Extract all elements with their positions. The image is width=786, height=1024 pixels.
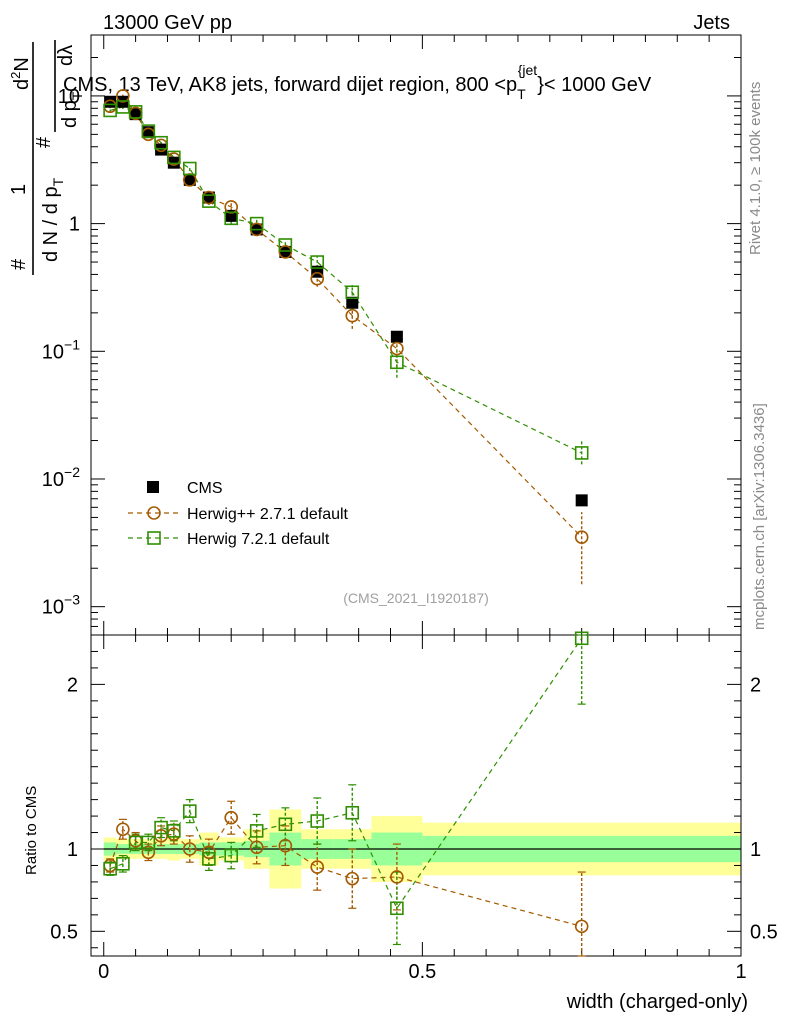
herwigpp-line	[109, 95, 583, 538]
ratio-herwig7-point	[574, 631, 589, 646]
legend-label-herwig7: Herwig 7.2.1 default	[187, 531, 330, 548]
lower-y-tick-label-right: 1	[750, 839, 761, 861]
legend-marker-cms	[147, 481, 159, 493]
ratio-herwig7-point	[202, 852, 216, 866]
herwigpp-point	[278, 245, 293, 259]
ratio-herwig7-point	[182, 804, 197, 818]
ratio-herwig7-point	[116, 857, 130, 871]
ratio-herwigpp-point	[310, 860, 325, 874]
ratio-herwig7-point	[345, 805, 360, 820]
lower-plot-frame	[90, 634, 742, 957]
lower-y-tick-label: 0.5	[50, 921, 78, 943]
upper-y-tick-label: 10	[58, 86, 80, 108]
ratio-herwigpp-point	[116, 822, 130, 837]
ratio-herwigpp-point	[390, 870, 404, 884]
herwigpp-point	[116, 89, 130, 103]
ratio-herwigpp-point	[182, 842, 197, 856]
herwig7-point	[202, 194, 216, 208]
category-label: Jets	[693, 12, 730, 34]
upper-y-tick-label: 10−3	[42, 592, 80, 619]
ratio-herwig7-point	[167, 824, 181, 838]
herwig7-point	[128, 105, 143, 119]
plot-title: CMS, 13 TeV, AK8 jets, forward dijet reg…	[63, 62, 652, 102]
herwig7-point	[310, 255, 325, 269]
ylabel-hash-2: #	[33, 136, 55, 148]
ratio-herwigpp-point	[224, 810, 238, 825]
x-tick-label: 0.5	[408, 961, 436, 983]
herwig7-line	[109, 106, 582, 454]
herwigpp-point	[390, 341, 404, 356]
upper-y-tick-label: 10−2	[42, 464, 80, 491]
ratio-herwig7-point	[390, 901, 404, 916]
cms-data-point	[575, 494, 588, 507]
ratio-herwigpp-point	[278, 838, 293, 853]
herwig7-point	[154, 135, 168, 150]
ratio-herwigpp-point	[574, 919, 589, 934]
ratio-herwigpp-point	[249, 840, 264, 855]
rivet-label: Rivet 4.1.0, ≥ 100k events	[747, 82, 764, 255]
mcplots-label: mcplots.cern.ch [arXiv:1306.3436]	[751, 403, 768, 630]
legend-label-cms: CMS	[187, 480, 223, 497]
cms-data-point	[183, 173, 196, 186]
ylabel-dpt: d pT	[59, 91, 85, 128]
cms-data-point	[346, 296, 359, 309]
cms-data-point	[155, 143, 168, 156]
ratio-herwig7-point	[310, 814, 325, 828]
x-tick-label: 0	[98, 961, 109, 983]
cms-data-point	[279, 245, 292, 258]
upper-y-tick-label: 10−1	[42, 336, 80, 363]
ratio-herwig7-point	[278, 817, 293, 832]
x-axis-title: width (charged-only)	[566, 991, 748, 1013]
energy-label: 13000 GeV pp	[103, 12, 232, 34]
lower-frame-box	[90, 634, 742, 957]
upper-y-axis-title: # 1 d N / d pT # d2N d pT dλ	[8, 40, 85, 275]
ratio-ylabel: Ratio to CMS	[23, 786, 40, 875]
herwig7-point	[345, 285, 360, 300]
ratio-herwig7-point	[141, 835, 156, 850]
lower-axes: 0.5 0.51 12 20 0.5 1	[50, 635, 778, 983]
lower-series	[103, 631, 589, 957]
herwig7-point	[167, 150, 181, 165]
herwig7-point	[249, 216, 264, 231]
legend: CMS Herwig++ 2.7.1 default Herwig 7.2.1 …	[128, 480, 349, 548]
ylabel-one: 1	[8, 184, 30, 195]
herwig7-point	[390, 355, 404, 370]
herwigpp-point	[310, 271, 325, 286]
cms-data-point	[390, 330, 403, 343]
lower-y-tick-label: 2	[67, 674, 78, 696]
ratio-herwigpp-point	[345, 871, 360, 886]
legend-marker-herwig7	[147, 531, 161, 545]
ylabel-dlambda: dλ	[55, 45, 77, 66]
upper-series	[103, 89, 589, 585]
ratio-herwig7-point	[224, 848, 238, 863]
herwigpp-point	[345, 308, 360, 323]
herwig7-point	[182, 161, 197, 176]
herwig7-point	[224, 211, 238, 226]
upper-y-tick-label: 1	[69, 214, 80, 236]
ratio-bands	[103, 809, 741, 889]
upper-y-axis: 10−310−210−1110102	[42, 34, 742, 636]
legend-marker-herwigpp	[147, 506, 161, 520]
ratio-herwig7-point	[249, 824, 264, 838]
ylabel-dn-dpt: d N / d pT	[40, 177, 66, 262]
herwig7-point	[278, 238, 293, 252]
x-tick-label: 1	[735, 961, 746, 983]
ylabel-hash-1: #	[8, 258, 30, 270]
herwig7-point	[574, 446, 589, 460]
lower-y-tick-label: 1	[67, 839, 78, 861]
ylabel-d2n: d2N	[8, 57, 33, 90]
legend-label-herwigpp: Herwig++ 2.7.1 default	[187, 506, 349, 523]
herwig7-point	[141, 124, 156, 138]
lower-y-tick-label-right: 2	[750, 674, 761, 696]
ratio-herwigpp-point	[141, 845, 156, 860]
analysis-id: (CMS_2021_I1920187)	[343, 590, 489, 606]
herwigpp-point	[574, 530, 589, 545]
lower-y-tick-label-right: 0.5	[750, 921, 778, 943]
